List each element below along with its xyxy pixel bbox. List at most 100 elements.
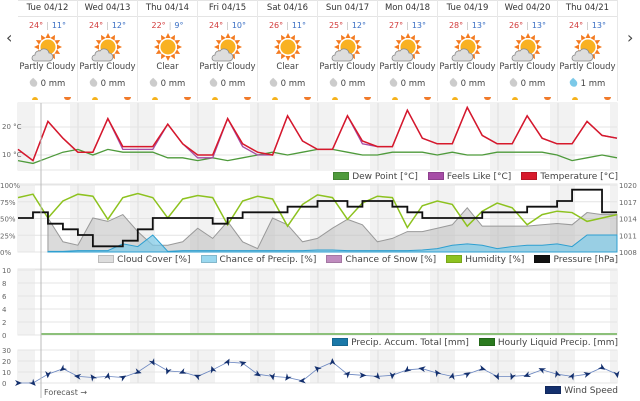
hourly-precip-bar <box>41 333 617 335</box>
sunset-icon <box>244 97 251 100</box>
wind-direction-arrow <box>583 372 591 378</box>
night-shade <box>490 269 515 335</box>
day-date: Sun 04/17 <box>318 0 377 17</box>
prev-button[interactable]: ‹ <box>6 28 13 47</box>
night-shade <box>18 269 35 335</box>
y-tick-label: 4 <box>2 306 7 314</box>
precip-amount: 0 mm <box>220 79 246 89</box>
day-date: Fri 04/15 <box>198 0 257 17</box>
night-shade <box>430 350 455 383</box>
legend-precip-accum[interactable]: Precip. Accum. Total [mm] <box>332 338 469 348</box>
sunset-icon <box>304 97 311 100</box>
wind-direction-arrow <box>613 370 620 379</box>
wind-direction-arrow <box>448 372 455 380</box>
sunrise-icon <box>332 97 338 100</box>
y-tick-label: 0 <box>2 332 6 340</box>
precip-amount: 0 mm <box>160 79 186 89</box>
wind-direction-arrow <box>478 364 487 371</box>
wind-direction-arrow <box>373 372 381 380</box>
y2-tick-label: 1020 <box>619 182 637 190</box>
wind-direction-arrow <box>118 375 127 382</box>
condition: Partly Cloudy <box>319 62 376 72</box>
sunset-icon <box>364 97 371 100</box>
night-shade <box>70 269 95 335</box>
clear-icon <box>258 33 317 63</box>
night-shade <box>610 103 617 170</box>
next-button[interactable]: › <box>627 28 634 47</box>
y-tick-label: 10 °C <box>2 151 22 159</box>
wind-direction-arrow <box>59 364 68 372</box>
condition: Partly Cloudy <box>379 62 436 72</box>
night-shade <box>430 269 455 335</box>
night-shade <box>190 269 215 335</box>
precip-chance-area <box>47 234 618 253</box>
legend-pressure[interactable]: Pressure [hPa] <box>534 255 618 265</box>
wind-direction-arrow <box>210 366 217 374</box>
legend-temperature[interactable]: Temperature [°C] <box>521 172 618 182</box>
wind-direction-arrow <box>285 373 292 381</box>
low-temp: 11° <box>51 21 67 30</box>
legend-humidity[interactable]: Humidity [%] <box>446 255 524 265</box>
y-tick-label: 25% <box>0 232 16 240</box>
day-card[interactable]: Wed 04/20 26° | 13° Partly Cloudy 0 mm <box>498 0 558 101</box>
wind-direction-arrow <box>148 358 155 366</box>
legend-feels-like[interactable]: Feels Like [°C] <box>427 172 511 182</box>
day-date: Wed 04/13 <box>78 0 137 17</box>
daily-forecast-strip: Tue 04/12 24° | 11° Partly Cloudy 0 mm Wed… <box>18 0 618 101</box>
day-card[interactable]: Tue 04/19 28° | 13° Partly Cloudy 0 mm <box>438 0 498 101</box>
wind-direction-arrow <box>523 371 532 377</box>
wind-direction-arrow <box>435 369 442 378</box>
day-card[interactable]: Thu 04/21 24° | 13° Partly Cloudy 1 mm <box>558 0 618 101</box>
condition: Partly Cloudy <box>439 62 496 72</box>
y-tick-label: 20 <box>2 358 11 366</box>
wind-direction-arrow <box>343 371 351 379</box>
precip-amount: 0 mm <box>460 79 486 89</box>
night-shade <box>370 269 395 335</box>
day-card[interactable]: Sun 04/17 25° | 12° Partly Cloudy 0 mm <box>318 0 378 101</box>
night-shade <box>70 103 95 170</box>
sunrise-icon <box>452 97 458 100</box>
partly-cloudy-icon <box>498 33 557 63</box>
day-date: Sat 04/16 <box>258 0 317 17</box>
legend-chance-snow[interactable]: Chance of Snow [%] <box>326 255 436 265</box>
legend-hourly-precip[interactable]: Hourly Liquid Precip. [mm] <box>478 338 618 348</box>
wind-direction-arrow <box>28 378 36 386</box>
sunset-icon <box>544 97 551 100</box>
legend-cloud-cover[interactable]: Cloud Cover [%] <box>98 255 191 265</box>
day-date: Thu 04/21 <box>558 0 617 17</box>
y2-tick-label: 1011 <box>619 232 637 240</box>
y-tick-label: 0% <box>0 249 11 257</box>
y-tick-label: 2 <box>2 319 6 327</box>
y-tick-label: 50% <box>0 216 16 224</box>
condition: Clear <box>156 62 179 72</box>
legend-dew-point[interactable]: Dew Point [°C] <box>333 172 418 182</box>
precip-amount: 0 mm <box>100 79 126 89</box>
precip-amount: 0 mm <box>280 79 306 89</box>
day-card[interactable]: Thu 04/14 22° | 9° Clear 0 mm <box>138 0 198 101</box>
day-card[interactable]: Mon 04/18 27° | 13° Partly Cloudy 0 mm <box>378 0 438 101</box>
sunrise-icon <box>152 97 158 100</box>
wind-direction-arrow <box>298 377 306 384</box>
wind-direction-arrow <box>45 370 52 379</box>
high-temp: 24° <box>88 21 104 30</box>
precip-amount: 0 mm <box>40 79 66 89</box>
y-tick-label: 10 <box>2 369 11 377</box>
night-shade <box>130 269 155 335</box>
day-card[interactable]: Tue 04/12 24° | 11° Partly Cloudy 0 mm <box>18 0 78 101</box>
y2-tick-label: 1008 <box>619 249 637 257</box>
wind-direction-arrow <box>104 372 111 380</box>
night-shade <box>250 350 275 383</box>
wind-direction-arrow <box>538 368 547 374</box>
partly-cloudy-icon <box>78 33 137 63</box>
day-card[interactable]: Wed 04/13 24° | 12° Partly Cloudy 0 mm <box>78 0 138 101</box>
day-card[interactable]: Sat 04/16 26° | 11° Clear 0 mm <box>258 0 318 101</box>
legend-wind-speed[interactable]: Wind Speed <box>545 386 618 396</box>
day-card[interactable]: Fri 04/15 24° | 10° Partly Cloudy 0 mm <box>198 0 258 101</box>
sunrise-icon <box>572 97 578 100</box>
legend-chance-precip[interactable]: Chance of Precip. [%] <box>200 255 316 265</box>
y2-tick-label: 1014 <box>619 216 637 224</box>
high-temp: 24° <box>568 21 584 30</box>
wind-direction-arrow <box>359 372 367 379</box>
wind-direction-arrow <box>389 372 396 380</box>
high-temp: 26° <box>268 21 284 30</box>
